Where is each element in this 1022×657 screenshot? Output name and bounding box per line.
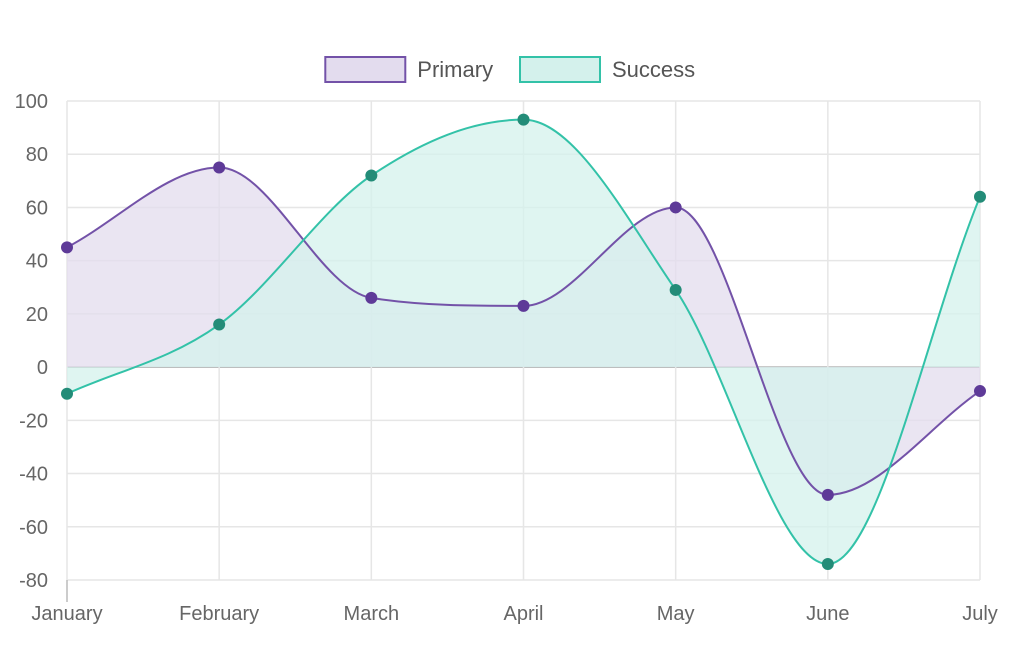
legend[interactable]: Primary Success: [324, 56, 695, 83]
data-point-success-july[interactable]: [974, 190, 986, 203]
legend-label-primary: Primary: [417, 57, 493, 82]
data-point-primary-april[interactable]: [517, 299, 530, 312]
y-tick-label: -60: [19, 517, 48, 539]
y-tick-label: -40: [19, 464, 48, 486]
data-point-primary-june[interactable]: [821, 488, 834, 501]
data-point-success-june[interactable]: [821, 558, 834, 571]
legend-item-primary[interactable]: Primary: [324, 56, 493, 83]
y-tick-label: 80: [26, 144, 48, 166]
y-tick-label: 40: [26, 251, 48, 273]
data-point-success-april[interactable]: [517, 113, 530, 126]
x-tick-label-march: March: [344, 603, 400, 625]
data-point-primary-january[interactable]: [61, 241, 73, 254]
legend-item-success[interactable]: Success: [519, 56, 695, 83]
legend-label-success: Success: [612, 57, 695, 82]
y-tick-label: 20: [26, 304, 48, 326]
x-tick-label-june: June: [806, 603, 849, 625]
y-tick-label: 100: [15, 91, 48, 113]
series-line-success: [66, 118, 981, 566]
data-point-primary-may[interactable]: [669, 201, 682, 214]
data-point-success-january[interactable]: [61, 387, 73, 400]
y-tick-label: -80: [19, 570, 48, 592]
data-points: [61, 113, 986, 571]
x-tick-label-february: February: [179, 603, 259, 625]
x-tick-label-january: January: [31, 603, 102, 625]
x-tick-label-may: May: [657, 603, 695, 625]
legend-swatch-primary: [324, 56, 407, 83]
data-point-primary-march[interactable]: [365, 291, 378, 304]
legend-swatch-success: [519, 56, 601, 83]
data-point-primary-february[interactable]: [213, 161, 226, 174]
data-point-success-february[interactable]: [213, 318, 226, 331]
y-tick-label: 60: [26, 197, 48, 219]
x-axis-tick-labels: January February March April May June July: [31, 603, 997, 625]
y-tick-label: -20: [19, 410, 48, 432]
x-tick-label-july: July: [962, 603, 998, 625]
y-tick-label: 0: [37, 357, 48, 379]
data-point-success-march[interactable]: [365, 169, 378, 182]
x-tick-label-april: April: [503, 603, 543, 625]
y-axis-tick-labels: 100 80 60 40 20 0 -20 -40 -60 -80: [15, 91, 48, 592]
data-point-success-may[interactable]: [669, 283, 682, 296]
data-point-primary-july[interactable]: [974, 385, 986, 398]
